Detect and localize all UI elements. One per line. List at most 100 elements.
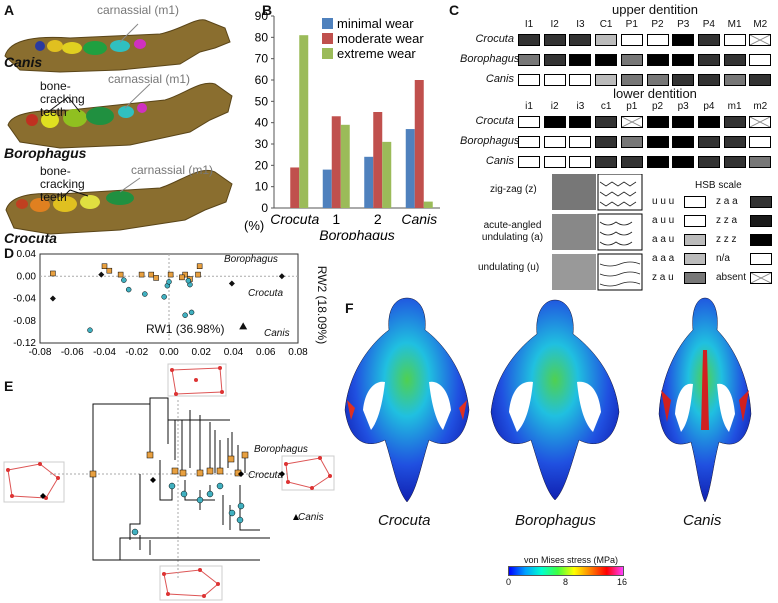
dentition-cell xyxy=(672,74,695,86)
d-point-borophagus xyxy=(195,271,201,278)
dentition-cell xyxy=(595,156,618,168)
b-category-label: 1 xyxy=(332,211,340,227)
tooth-header-M2: M2 xyxy=(753,19,768,30)
dentition-cell xyxy=(518,116,540,128)
borophagus-carnassial-label: carnassial (m1) xyxy=(108,72,191,86)
panel-a-label: A xyxy=(4,2,15,18)
enamel-pattern-images xyxy=(552,174,643,291)
b-category-label: Crocuta xyxy=(270,211,319,227)
d-ytick-label: 0.00 xyxy=(17,271,37,282)
d-point-borophagus xyxy=(153,275,159,281)
dentition-cell xyxy=(518,74,540,86)
tooth-header-c1: c1 xyxy=(600,101,612,112)
dentition-cell xyxy=(672,156,695,168)
tooth-header-M1: M1 xyxy=(727,19,742,30)
dentition-cell xyxy=(672,54,695,66)
scatter-xlabel: RW1 (36.98%) xyxy=(146,322,225,336)
d-ytick-label: -0.04 xyxy=(13,294,36,305)
b-bar-extreme-wear-2 xyxy=(382,141,392,208)
b-bar-minimal-wear-1 xyxy=(322,169,332,208)
b-ytick-label: 90 xyxy=(255,9,269,23)
dentition-cell xyxy=(646,74,669,86)
tooth-header-I3: I3 xyxy=(576,19,585,30)
dentition-cell xyxy=(697,54,720,66)
dentition-cell xyxy=(646,116,669,128)
wear-bar-chart: 0 10 20 30 40 50 60 70 80 90 (%) Crocuta 1 2 Canis Boro… xyxy=(244,9,440,240)
tree-label-canis: Canis xyxy=(298,512,324,523)
b-ytick-label: 80 xyxy=(255,30,269,44)
crocuta-bone-cracking-label: bone-cracking teeth xyxy=(40,164,85,204)
pattern-acute-label: acute-angled undulating (a) xyxy=(481,220,544,243)
tooth-header-p3: p3 xyxy=(677,101,689,112)
b-ylabel: (%) xyxy=(244,218,264,233)
borophagus-bone-cracking-label: bone-cracking teeth xyxy=(40,79,85,119)
dentition-cell xyxy=(569,156,592,168)
dentition-cell xyxy=(749,34,772,46)
stress-tick-8: 8 xyxy=(563,577,569,587)
b-category-sublabel: Borophagus xyxy=(319,227,395,240)
hsb-code-label: z z z xyxy=(716,234,737,245)
d-ytick-label: -0.12 xyxy=(13,338,36,349)
dentition-cell xyxy=(518,34,540,46)
dentition-cell xyxy=(697,136,720,148)
dentition-cell xyxy=(620,54,643,66)
dentition-cell xyxy=(646,136,669,148)
canis-jaw-illustration xyxy=(4,19,231,73)
dentition-row-label: Borophagus xyxy=(460,135,520,147)
hsb-code-label: a u u xyxy=(652,215,675,226)
hsb-swatch xyxy=(750,234,772,246)
dentition-cell xyxy=(723,116,746,128)
b-ytick-label: 10 xyxy=(255,180,269,194)
b-bar-moderate-wear-2 xyxy=(373,112,383,208)
d-point-borophagus xyxy=(167,271,174,278)
d-point-crocuta xyxy=(98,271,105,278)
b-bar-minimal-wear-2 xyxy=(364,156,374,208)
stress-tick-16: 16 xyxy=(617,577,628,587)
tooth-header-P4: P4 xyxy=(702,19,715,30)
dentition-cell xyxy=(620,34,643,46)
d-point-crocuta xyxy=(278,273,285,280)
b-bar-extreme-wear-0 xyxy=(299,35,309,209)
hsb-swatch xyxy=(750,196,772,208)
dentition-cell xyxy=(569,74,592,86)
canis-carnassial-label: carnassial (m1) xyxy=(97,3,180,17)
d-xtick-label: 0.00 xyxy=(159,347,179,358)
tooth-header-I2: I2 xyxy=(550,19,559,30)
d-xtick-label: -0.08 xyxy=(29,347,52,358)
d-point-borophagus xyxy=(182,271,188,278)
borophagus-jaw-illustration xyxy=(7,82,233,149)
hsb-swatch xyxy=(684,215,706,227)
hsb-swatch xyxy=(684,234,706,246)
d-point-canis xyxy=(121,277,127,283)
d-xtick-label: 0.04 xyxy=(224,347,244,358)
b-legend-swatch xyxy=(322,48,333,59)
dentition-cell xyxy=(543,54,566,66)
dentition-cell xyxy=(543,136,566,148)
b-ytick-label: 30 xyxy=(255,137,269,151)
dentition-cell xyxy=(595,136,618,148)
dentition-cell xyxy=(620,74,643,86)
b-bar-minimal-wear-3 xyxy=(405,129,415,208)
dentition-cell xyxy=(569,136,592,148)
dentition-cell xyxy=(518,54,540,66)
dentition-cell xyxy=(672,116,695,128)
b-bar-moderate-wear-3 xyxy=(414,80,424,208)
d-ytick-label: -0.08 xyxy=(13,316,36,327)
tooth-header-i1: i1 xyxy=(525,101,533,112)
dentition-cell xyxy=(723,54,746,66)
b-legend-label: extreme wear xyxy=(337,46,416,61)
dentition-cell xyxy=(723,34,746,46)
d-xtick-label: 0.08 xyxy=(288,347,308,358)
hsb-code-label: absent xyxy=(716,272,747,283)
b-legend-label: moderate wear xyxy=(337,31,424,46)
hsb-code-label: z a u xyxy=(652,272,674,283)
dentition-row-label: Canis xyxy=(485,73,514,85)
panel-e-label: E xyxy=(4,378,14,394)
dentition-cell xyxy=(543,116,566,128)
dentition-cell xyxy=(697,34,720,46)
dentition-cell xyxy=(595,116,618,128)
dentition-cell xyxy=(595,54,618,66)
hsb-swatch xyxy=(750,272,772,284)
d-point-canis xyxy=(182,312,188,318)
hsb-code-label: a a u xyxy=(652,234,675,245)
